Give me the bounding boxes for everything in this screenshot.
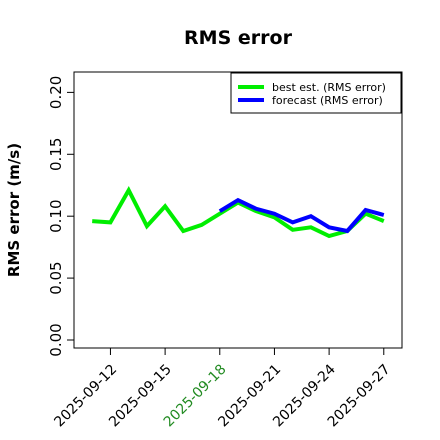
- chart-title: RMS error: [184, 27, 293, 49]
- y-tick-label: 0.10: [47, 199, 65, 232]
- legend-label: best est. (RMS error): [272, 81, 386, 94]
- legend: best est. (RMS error)forecast (RMS error…: [230, 72, 402, 114]
- series-line-0: [92, 185, 385, 239]
- y-tick-label: 0.20: [47, 76, 65, 109]
- x-axis: 2025-09-122025-09-152025-09-182025-09-21…: [51, 348, 394, 430]
- y-tick-label: 0.00: [47, 323, 65, 356]
- y-axis: 0.00 0.05 0.10 0.15 0.20: [47, 76, 74, 357]
- y-axis-label: RMS error (m/s): [5, 143, 23, 277]
- legend-box: [230, 72, 402, 114]
- y-tick-label: 0.05: [47, 261, 65, 294]
- series-lines: [92, 185, 385, 239]
- series-line-1: [218, 197, 385, 234]
- legend-label: forecast (RMS error): [272, 94, 383, 107]
- y-tick-label: 0.15: [47, 138, 65, 171]
- plot-frame: [73, 71, 403, 349]
